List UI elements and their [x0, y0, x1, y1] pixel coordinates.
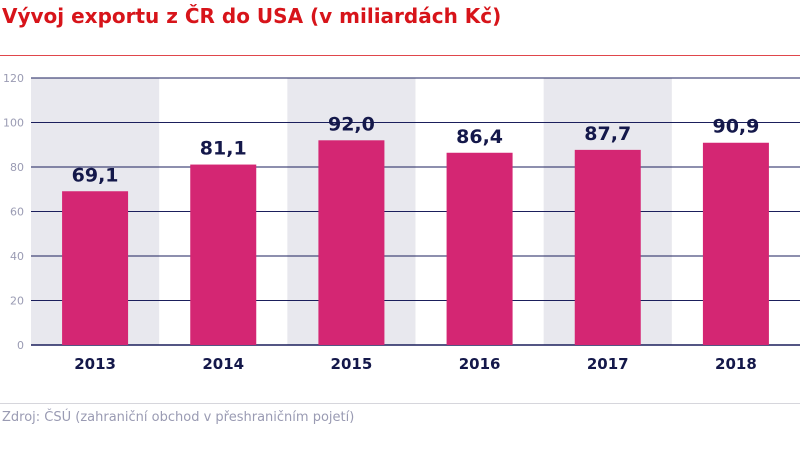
y-tick-label: 80	[10, 161, 24, 174]
bar-chart: 0 20 40 60 80 100 120 69,1 2013 81,1 2014 92,0 2015 8…	[3, 72, 800, 373]
x-tick-label: 2015	[331, 355, 373, 373]
data-label: 90,9	[712, 116, 759, 138]
y-tick-label: 120	[3, 72, 24, 85]
source-divider	[0, 403, 800, 404]
x-tick-label: 2018	[715, 355, 757, 373]
x-tick-label: 2014	[202, 355, 244, 373]
bar	[702, 142, 769, 345]
title-divider	[0, 55, 800, 56]
y-tick-label: 20	[10, 295, 24, 308]
data-label: 81,1	[200, 138, 247, 160]
bar	[190, 164, 257, 345]
data-label: 86,4	[456, 126, 503, 148]
bar	[318, 140, 385, 345]
bar	[62, 191, 129, 345]
source-note: Zdroj: ČSÚ (zahraniční obchod v přeshran…	[2, 410, 355, 425]
chart-title: Vývoj exportu z ČR do USA (v miliardách …	[2, 4, 502, 28]
data-label: 87,7	[584, 123, 631, 145]
y-tick-label: 40	[10, 250, 24, 263]
x-tick-label: 2017	[587, 355, 629, 373]
bar	[446, 152, 513, 345]
y-tick-label: 100	[3, 117, 24, 130]
x-tick-label: 2016	[459, 355, 501, 373]
data-label: 69,1	[72, 164, 119, 186]
bar	[574, 149, 641, 345]
data-label: 92,0	[328, 113, 375, 135]
y-tick-label: 0	[17, 339, 24, 352]
x-tick-label: 2013	[74, 355, 116, 373]
y-tick-label: 60	[10, 206, 24, 219]
